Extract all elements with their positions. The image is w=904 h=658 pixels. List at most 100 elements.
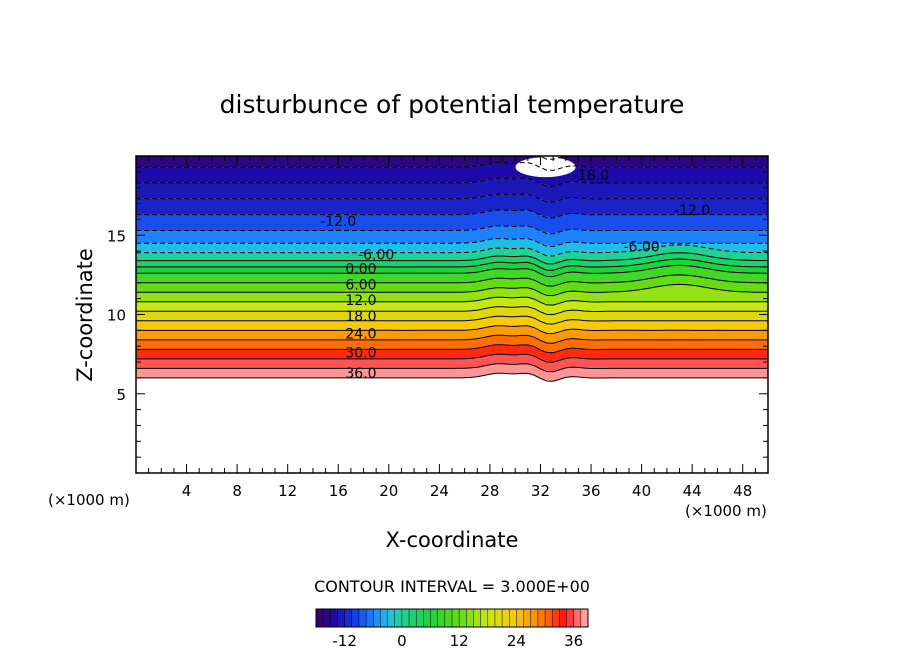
colorbar-segment: [344, 609, 353, 627]
colorbar-ticks: -12 0 12 24 36: [332, 632, 583, 650]
x-tick-label: 16: [329, 482, 348, 500]
colorbar-segment: [394, 609, 403, 627]
contour-line: [136, 283, 768, 297]
x-tick-label: 24: [430, 482, 449, 500]
contour-line: [136, 209, 768, 219]
colorbar-tick-label: -12: [332, 632, 357, 650]
field-band: [136, 210, 768, 234]
colorbar-segment: [566, 609, 575, 627]
contour-interval-text: CONTOUR INTERVAL = 3.000E+00: [314, 577, 590, 596]
field-band: [136, 162, 768, 187]
colorbar-segment: [351, 609, 360, 627]
field-band: [136, 274, 768, 296]
field-band: [136, 194, 768, 218]
field-band: [136, 225, 768, 247]
colorbar-segment: [366, 609, 374, 627]
x-tick-label: 32: [531, 482, 550, 500]
field-band: [136, 244, 768, 264]
colorbar-segment: [416, 609, 424, 627]
contour-line: [136, 325, 768, 335]
colorbar-segment: [423, 609, 431, 627]
colorbar-segment: [387, 609, 396, 627]
contour-line: [136, 363, 768, 373]
field-band: [136, 297, 768, 315]
colorbar-segment: [516, 609, 524, 627]
y-tick-label: 10: [107, 307, 126, 325]
contour-line: [136, 372, 768, 382]
x-tick-label: 36: [581, 482, 600, 500]
contour-label: -6.00: [358, 247, 394, 263]
colorbar-segment: [452, 609, 460, 627]
colorbar-segment: [473, 609, 482, 627]
colorbar-segment: [573, 609, 582, 627]
colorbar-segment: [430, 609, 439, 627]
colorbar-segment: [316, 609, 324, 627]
colorbar-segment: [523, 609, 532, 627]
field-band: [136, 306, 768, 325]
field-band: [136, 284, 768, 306]
y-axis-label: Z-coordinate: [73, 248, 97, 382]
x-tick-label: 44: [683, 482, 702, 500]
x-axis-ticks: 4 8 12 16 20 24 28 32 36 40 44 48: [148, 156, 756, 500]
field-band: [136, 325, 768, 344]
contour-line: [136, 244, 768, 257]
field-band: [136, 178, 768, 203]
colorbar-tick-label: 24: [507, 632, 526, 650]
contour-line: [136, 162, 768, 171]
colorbar-segment: [502, 609, 510, 627]
contour-lines: [136, 156, 768, 382]
colorbar-segments: [315, 608, 589, 628]
contour-line: [136, 238, 768, 248]
field-band: [136, 265, 768, 287]
colorbar-segment: [552, 609, 560, 627]
contour-line: [136, 296, 768, 306]
colorbar-segment: [466, 609, 474, 627]
contour-label: 6.00: [345, 277, 376, 293]
colorbar-tick-label: 12: [450, 632, 469, 650]
colorbar-segment: [559, 609, 567, 627]
colorbar-segment: [580, 609, 589, 627]
colorbar-segment: [337, 609, 346, 627]
contour-line: [136, 306, 768, 316]
contour-label: 18.0: [345, 309, 376, 325]
x-tick-label: 48: [733, 482, 752, 500]
contour-label: -6.00: [623, 239, 659, 255]
x-tick-label: 12: [278, 482, 297, 500]
field-band: [136, 259, 768, 277]
undefined-region: [515, 157, 576, 178]
x-tick-label: 20: [379, 482, 398, 500]
colorbar-segment: [487, 609, 496, 627]
contour-line: [136, 344, 768, 354]
colorbar-segment: [401, 609, 410, 627]
contour-line: [136, 353, 768, 363]
contour-label: -18.0: [573, 168, 609, 184]
chart-title: disturbunce of potential temperature: [220, 90, 685, 119]
colorbar-segment: [545, 609, 553, 627]
x-tick-label: 28: [480, 482, 499, 500]
x-tick-label: 4: [182, 482, 192, 500]
field-band: [136, 238, 768, 256]
field-band: [136, 335, 768, 353]
colorbar-segment: [459, 609, 467, 627]
contour-line: [136, 264, 768, 278]
x-tick-label: 8: [232, 482, 242, 500]
y-tick-label: 15: [107, 227, 126, 245]
colorbar-segment: [323, 609, 331, 627]
field-band: [136, 316, 768, 334]
x-unit-left: (×1000 m): [48, 491, 130, 509]
field-band: [136, 363, 768, 382]
x-unit-right: (×1000 m): [685, 502, 767, 520]
contour-line: [136, 315, 768, 325]
colorbar-segment: [373, 609, 381, 627]
y-tick-label: 5: [116, 386, 126, 404]
colorbar-segment: [480, 609, 489, 627]
colorbar-border: [315, 608, 589, 628]
contour-line: [136, 274, 768, 287]
x-tick-label: 40: [632, 482, 651, 500]
field-band: [136, 344, 768, 363]
contour-label: 36.0: [345, 366, 376, 382]
colorbar-segment: [494, 609, 503, 627]
colorbar-segment: [437, 609, 446, 627]
contour-line: [136, 252, 768, 265]
